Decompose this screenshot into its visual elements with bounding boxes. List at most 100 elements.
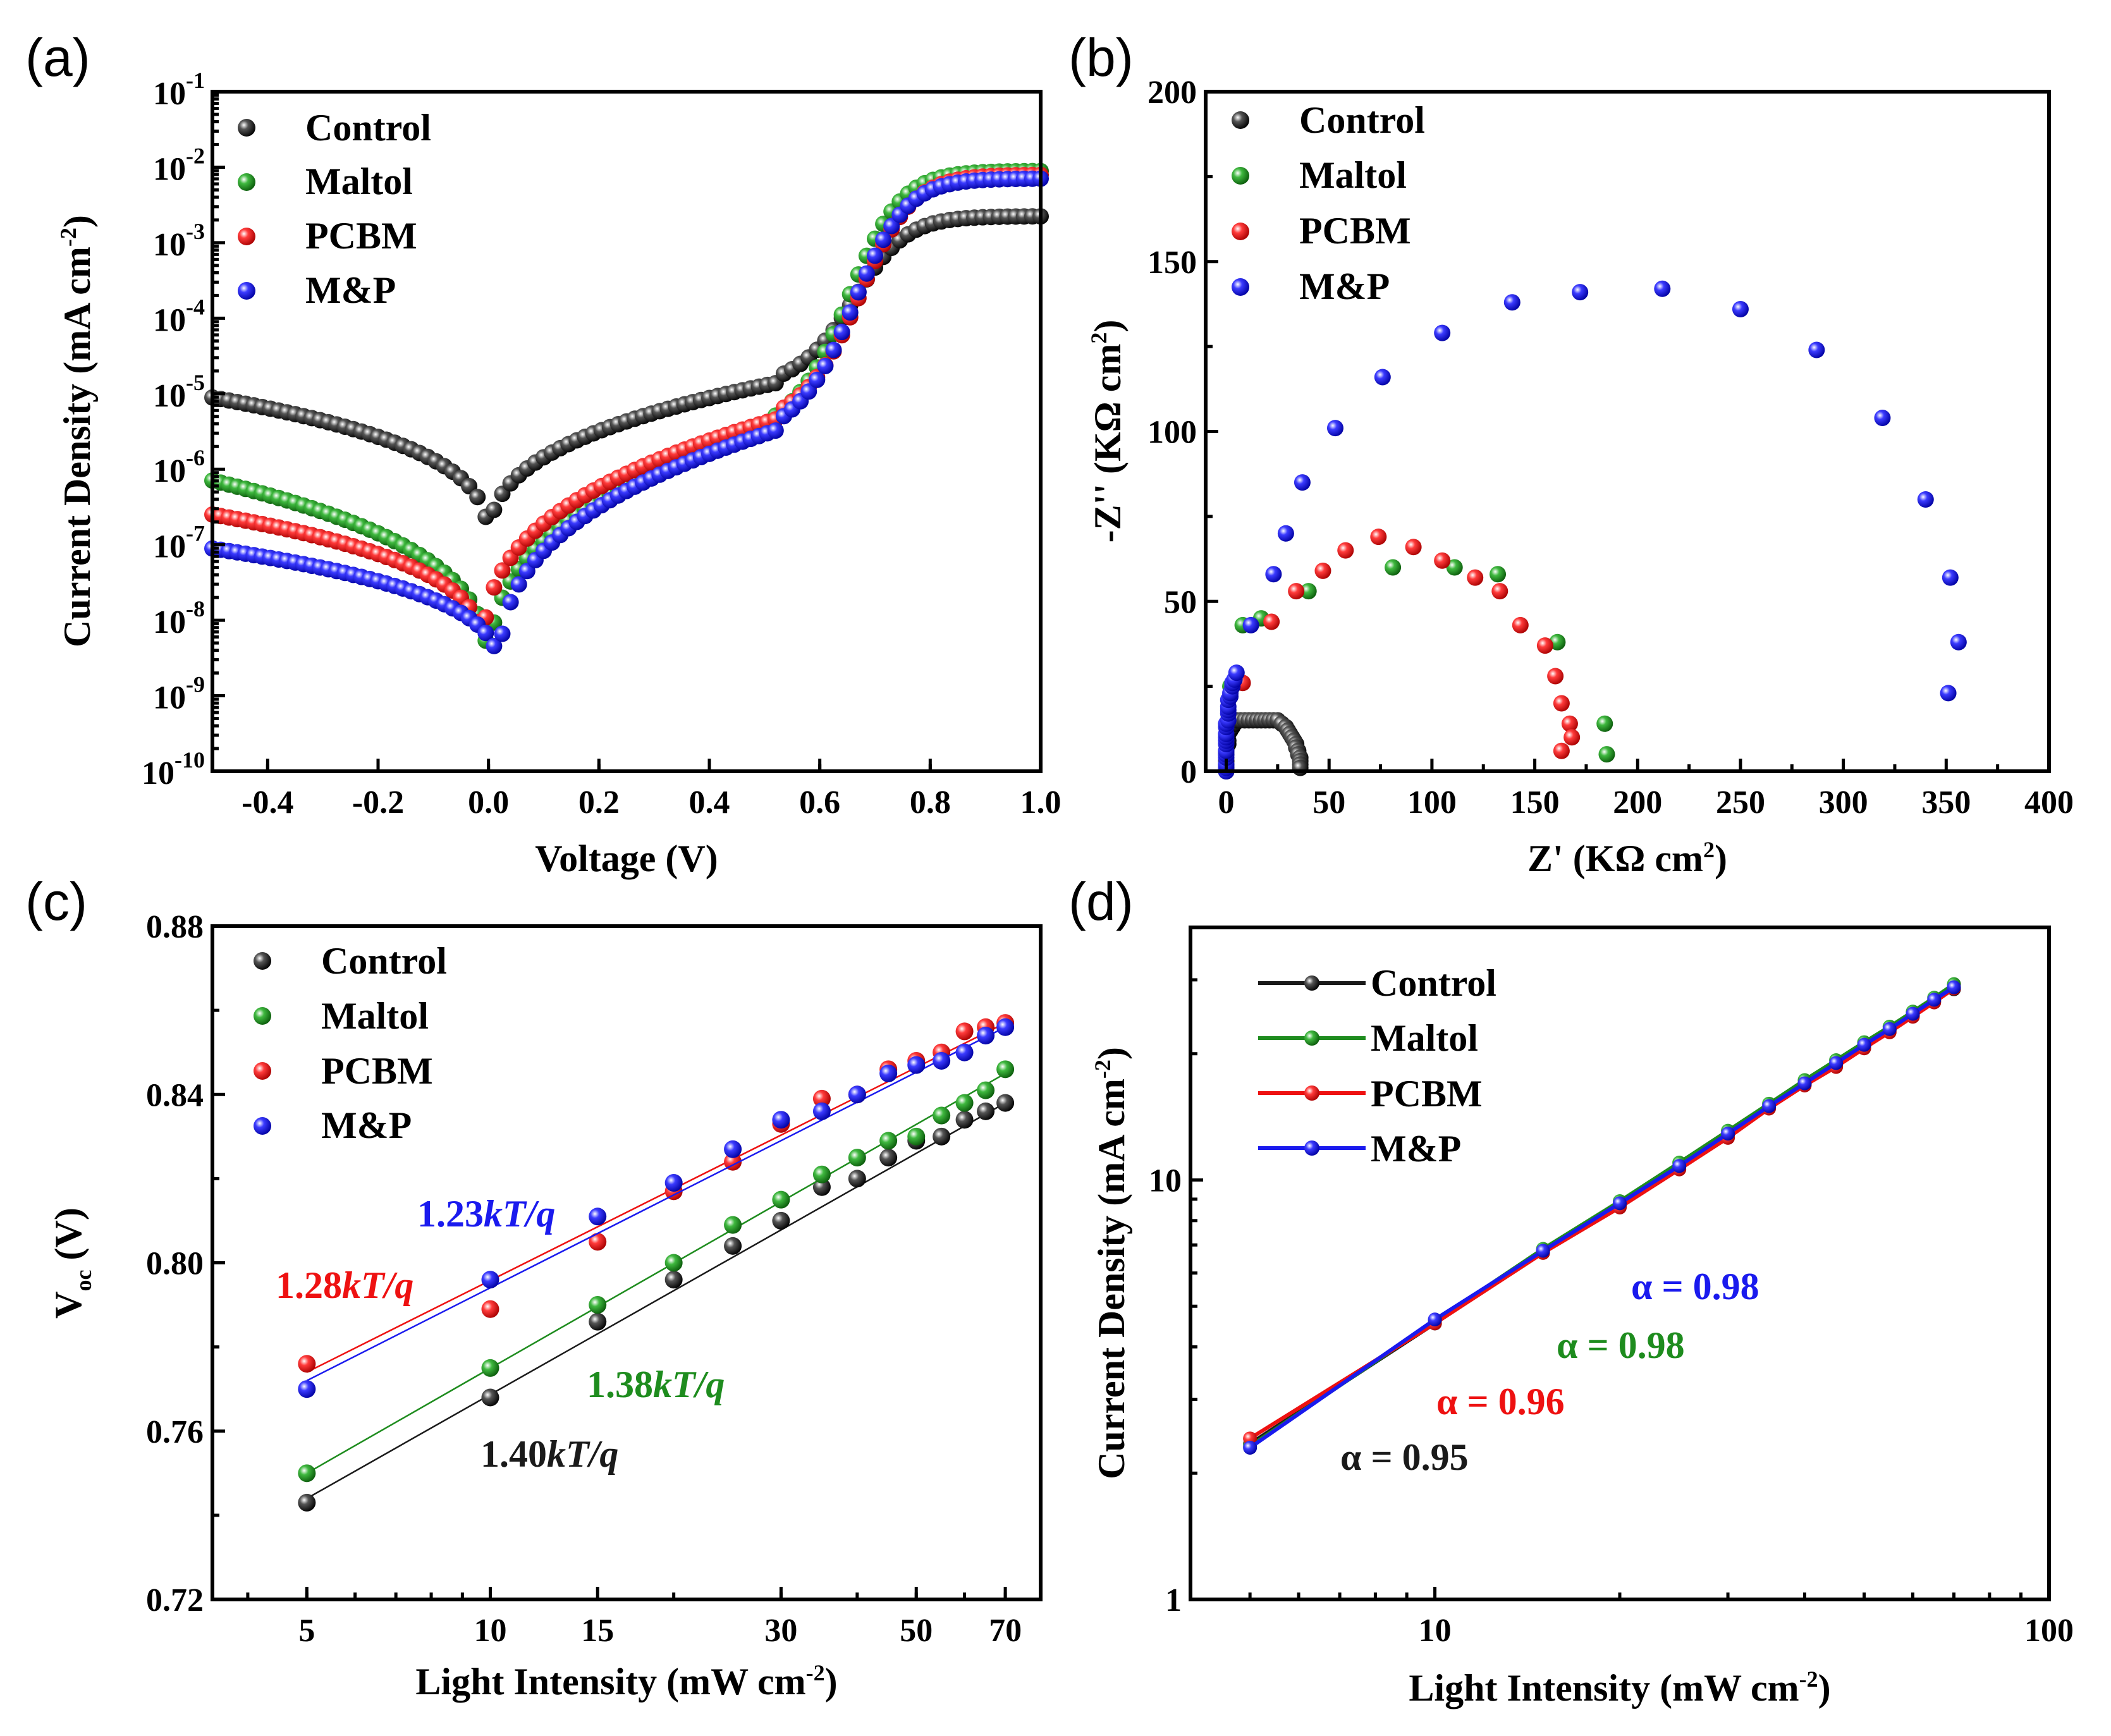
c-y-tick-label: 0.76 bbox=[146, 1414, 204, 1450]
a-x-tick-label: 0.6 bbox=[799, 785, 840, 821]
point-c-mp bbox=[481, 1271, 499, 1289]
point-c-maltol bbox=[848, 1149, 866, 1167]
point-d-mp bbox=[1613, 1196, 1627, 1211]
panel-d-x-title: Light Intensity (mW cm-2) bbox=[1409, 1666, 1830, 1709]
point-c-maltol bbox=[724, 1216, 742, 1234]
point-d-mp bbox=[1536, 1244, 1550, 1258]
legend-a-mp: M&P bbox=[305, 269, 396, 311]
panel-d-axes: 10 100 1 10 bbox=[1149, 978, 2074, 1649]
point-a-mp bbox=[875, 231, 892, 248]
point-b-mp bbox=[1326, 420, 1343, 437]
point-b-mp bbox=[1940, 685, 1957, 702]
a-y-tick-label: 10-3 bbox=[153, 219, 205, 263]
panel-b-legend: Control Maltol PCBM M&P bbox=[1232, 99, 1425, 307]
legend-b-marker-control bbox=[1232, 111, 1249, 129]
series-c-mp bbox=[298, 1018, 1015, 1398]
legend-c-pcbm: PCBM bbox=[321, 1050, 433, 1092]
b-y-tick-label: 200 bbox=[1147, 75, 1197, 111]
panel-c-data bbox=[298, 1014, 1015, 1512]
point-b-pcbm bbox=[1405, 539, 1422, 556]
point-b-mp bbox=[1874, 410, 1891, 426]
point-b-pcbm bbox=[1434, 552, 1451, 569]
point-c-maltol bbox=[589, 1296, 607, 1314]
point-a-control bbox=[486, 501, 503, 518]
panel-c-label: (c) bbox=[25, 872, 87, 931]
point-b-maltol bbox=[1596, 715, 1613, 732]
a-x-tick-label: 0.8 bbox=[910, 785, 951, 821]
c-x-tick-label: 5 bbox=[298, 1613, 315, 1649]
b-x-tick-label: 250 bbox=[1716, 785, 1765, 821]
point-c-maltol bbox=[955, 1094, 974, 1112]
point-b-mp bbox=[1572, 284, 1589, 301]
b-y-tick-label: 50 bbox=[1164, 584, 1197, 620]
a-x-tick-label: 0.0 bbox=[468, 785, 509, 821]
point-b-pcbm bbox=[1370, 529, 1387, 546]
panel-d-legend: Control Maltol PCBM M&P bbox=[1258, 962, 1496, 1170]
point-b-pcbm bbox=[1561, 715, 1578, 732]
point-a-mp bbox=[817, 357, 834, 374]
c-x-tick-label: 50 bbox=[900, 1613, 933, 1649]
point-c-pcbm bbox=[589, 1233, 607, 1251]
legend-d-control: Control bbox=[1371, 962, 1496, 1004]
b-x-tick-label: 150 bbox=[1510, 785, 1560, 821]
legend-b-marker-maltol bbox=[1232, 167, 1249, 185]
legend-c-maltol: Maltol bbox=[321, 995, 429, 1037]
panel-b-axes: 0 50 100 150 200 250 300 350 400 0 50 100 150 200 bbox=[1147, 75, 2074, 821]
legend-b-maltol: Maltol bbox=[1299, 154, 1407, 196]
point-b-pcbm bbox=[1288, 583, 1305, 600]
legend-b-marker-mp bbox=[1232, 278, 1249, 296]
point-d-mp bbox=[1947, 980, 1961, 994]
panel-d-frame bbox=[1189, 926, 2051, 1601]
point-a-mp bbox=[767, 422, 784, 439]
c-x-tick-label: 70 bbox=[989, 1613, 1022, 1649]
anno-c-maltol: 1.38kT/q bbox=[587, 1364, 725, 1405]
point-b-maltol bbox=[1385, 559, 1402, 576]
legend-b-pcbm: PCBM bbox=[1299, 210, 1411, 252]
point-b-maltol bbox=[1446, 559, 1463, 576]
point-b-mp bbox=[1265, 566, 1282, 583]
anno-c-mp: 1.23kT/q bbox=[417, 1193, 555, 1235]
panel-c-x-title: Light Intensity (mW cm-2) bbox=[415, 1660, 837, 1702]
a-y-tick-label: 10-5 bbox=[153, 370, 205, 414]
panel-d-data bbox=[1243, 977, 1961, 1455]
panel-a-axes: -0.4 -0.2 0.0 0.2 0.4 0.6 0.8 1.0 10-10 10-9 10-8 1… bbox=[142, 68, 1062, 821]
point-b-pcbm bbox=[1337, 542, 1354, 559]
point-d-mp bbox=[1762, 1099, 1777, 1113]
point-c-pcbm bbox=[724, 1152, 742, 1171]
b-y-tick-label: 0 bbox=[1180, 754, 1197, 790]
panel-b-x-title: Z' (KΩ cm2) bbox=[1527, 837, 1727, 879]
b-x-tick-label: 300 bbox=[1819, 785, 1868, 821]
b-y-tick-label: 150 bbox=[1147, 245, 1197, 281]
point-a-mp bbox=[800, 383, 817, 400]
panel-a-data bbox=[204, 162, 1049, 654]
point-a-mp bbox=[494, 625, 511, 642]
point-a-mp bbox=[833, 324, 850, 341]
legend-d-marker-pcbm bbox=[1304, 1085, 1319, 1101]
legend-c-marker-control bbox=[254, 952, 271, 970]
point-c-mp bbox=[933, 1052, 951, 1070]
anno-d-control: α = 0.95 bbox=[1340, 1436, 1469, 1478]
c-y-tick-label: 0.72 bbox=[146, 1582, 204, 1618]
point-b-mp bbox=[1374, 369, 1391, 386]
point-c-control bbox=[977, 1102, 995, 1120]
a-y-tick-label: 10-8 bbox=[153, 596, 205, 640]
panel-d-label: (d) bbox=[1068, 872, 1134, 931]
point-a-mp bbox=[502, 594, 519, 611]
point-c-mp bbox=[955, 1043, 974, 1061]
point-a-mp bbox=[867, 247, 883, 264]
anno-d-pcbm: α = 0.96 bbox=[1436, 1381, 1565, 1422]
point-c-maltol bbox=[977, 1081, 995, 1099]
point-b-mp bbox=[1917, 491, 1934, 508]
point-d-mp bbox=[1428, 1312, 1442, 1327]
point-c-mp bbox=[907, 1056, 926, 1074]
d-y-tick-label: 1 bbox=[1165, 1582, 1182, 1618]
point-a-mp bbox=[809, 371, 826, 388]
point-c-maltol bbox=[933, 1106, 951, 1125]
point-c-control bbox=[933, 1127, 951, 1146]
point-d-mp bbox=[1927, 993, 1942, 1007]
fit-line-c-mp bbox=[306, 1026, 1006, 1381]
point-b-pcbm bbox=[1553, 695, 1570, 712]
legend-c-mp: M&P bbox=[321, 1104, 412, 1146]
point-c-maltol bbox=[996, 1060, 1015, 1079]
point-b-pcbm bbox=[1547, 668, 1564, 685]
